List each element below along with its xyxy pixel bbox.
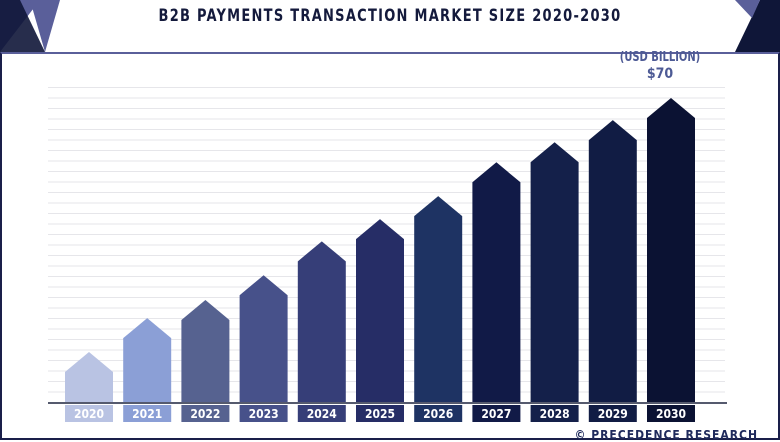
bar-2029: [588, 120, 637, 403]
unit-label: (USD BILLION): [619, 50, 701, 65]
chart-title: B2B PAYMENTS TRANSACTION MARKET SIZE 202…: [158, 6, 622, 26]
year-label-bg: [297, 405, 346, 422]
year-label-bg: [530, 405, 579, 422]
bar-2020: [65, 352, 113, 402]
corner-left-blue: [30, 0, 60, 52]
x-tick-label: 2020: [74, 407, 104, 421]
x-tick-label: 2029: [598, 407, 628, 421]
corner-right-blue: [735, 0, 760, 18]
year-label-bg: [356, 405, 404, 422]
x-tick-label: 2024: [307, 407, 338, 421]
x-tick-label: 2026: [423, 407, 453, 421]
x-tick-label: 2022: [190, 407, 220, 421]
year-label-bg: [123, 405, 172, 422]
x-tick-label: 2023: [249, 407, 279, 421]
x-tick-label: 2025: [365, 407, 395, 421]
corner-right-dark: [735, 0, 780, 52]
bar-2021: [123, 318, 172, 402]
year-label-bg: [181, 405, 230, 422]
year-label-bg: [472, 405, 521, 422]
year-label-bg: [239, 405, 288, 422]
bar-2030: [647, 98, 695, 402]
copyright: © PRECEDENCE RESEARCH: [574, 428, 758, 442]
corner-left-dark: [0, 0, 45, 52]
x-tick-label: 2027: [481, 407, 511, 421]
bar-2023: [239, 275, 288, 402]
x-tick-label: 2030: [656, 407, 686, 421]
chart-frame: [0, 52, 780, 440]
year-label-bg: [414, 405, 463, 422]
x-tick-label: 2028: [540, 407, 570, 421]
bar-2028: [530, 142, 579, 402]
peak-value-label: $70: [646, 66, 674, 82]
x-tick-label: 2021: [132, 407, 162, 421]
bar-2025: [356, 219, 404, 402]
bar-2026: [414, 196, 463, 402]
bar-2027: [472, 162, 521, 402]
year-label-bg: [647, 405, 695, 422]
year-label-bg: [588, 405, 637, 422]
bar-2022: [181, 299, 230, 402]
bar-2024: [297, 241, 346, 402]
year-label-bg: [65, 405, 113, 422]
